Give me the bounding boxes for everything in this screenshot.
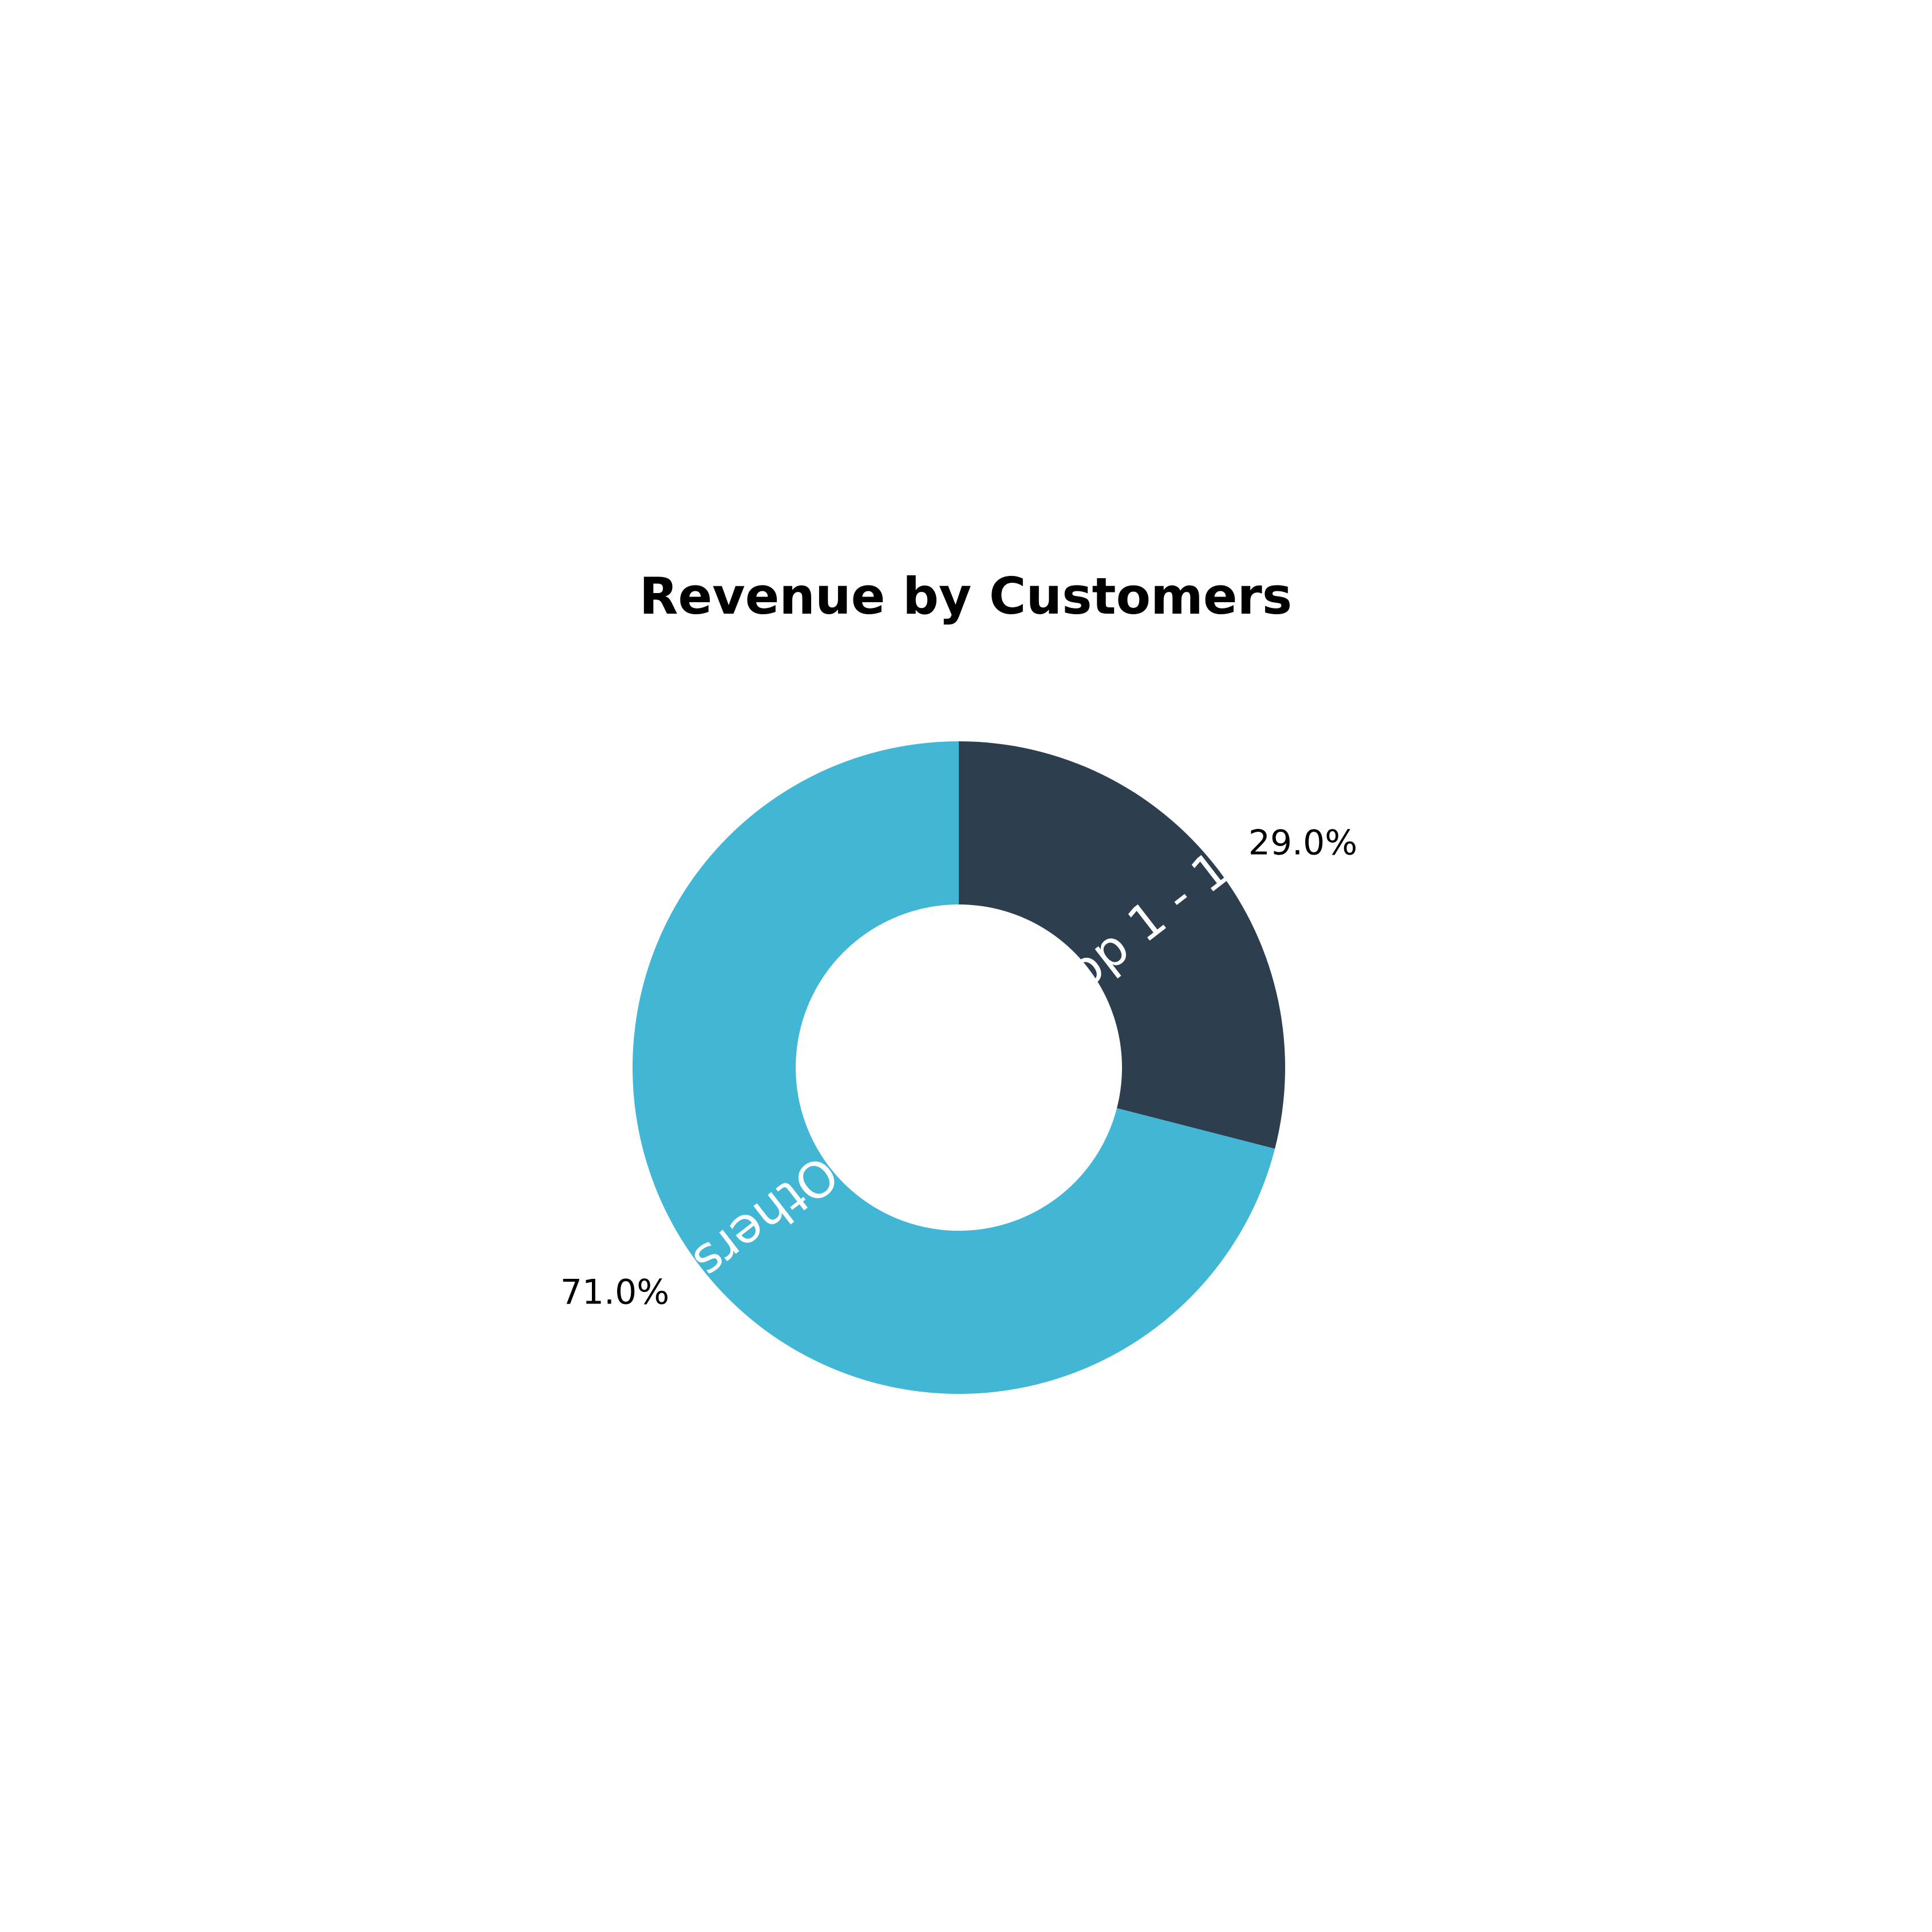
slices-layer: [632, 741, 1285, 1394]
percent-label-others: 71.0%: [560, 1272, 670, 1312]
slice-top-1-10: [959, 741, 1285, 1149]
percent-label-top-1-10: 29.0%: [1249, 823, 1358, 863]
chart-title: Revenue by Customers: [639, 567, 1292, 626]
slice-others: [632, 741, 1275, 1394]
